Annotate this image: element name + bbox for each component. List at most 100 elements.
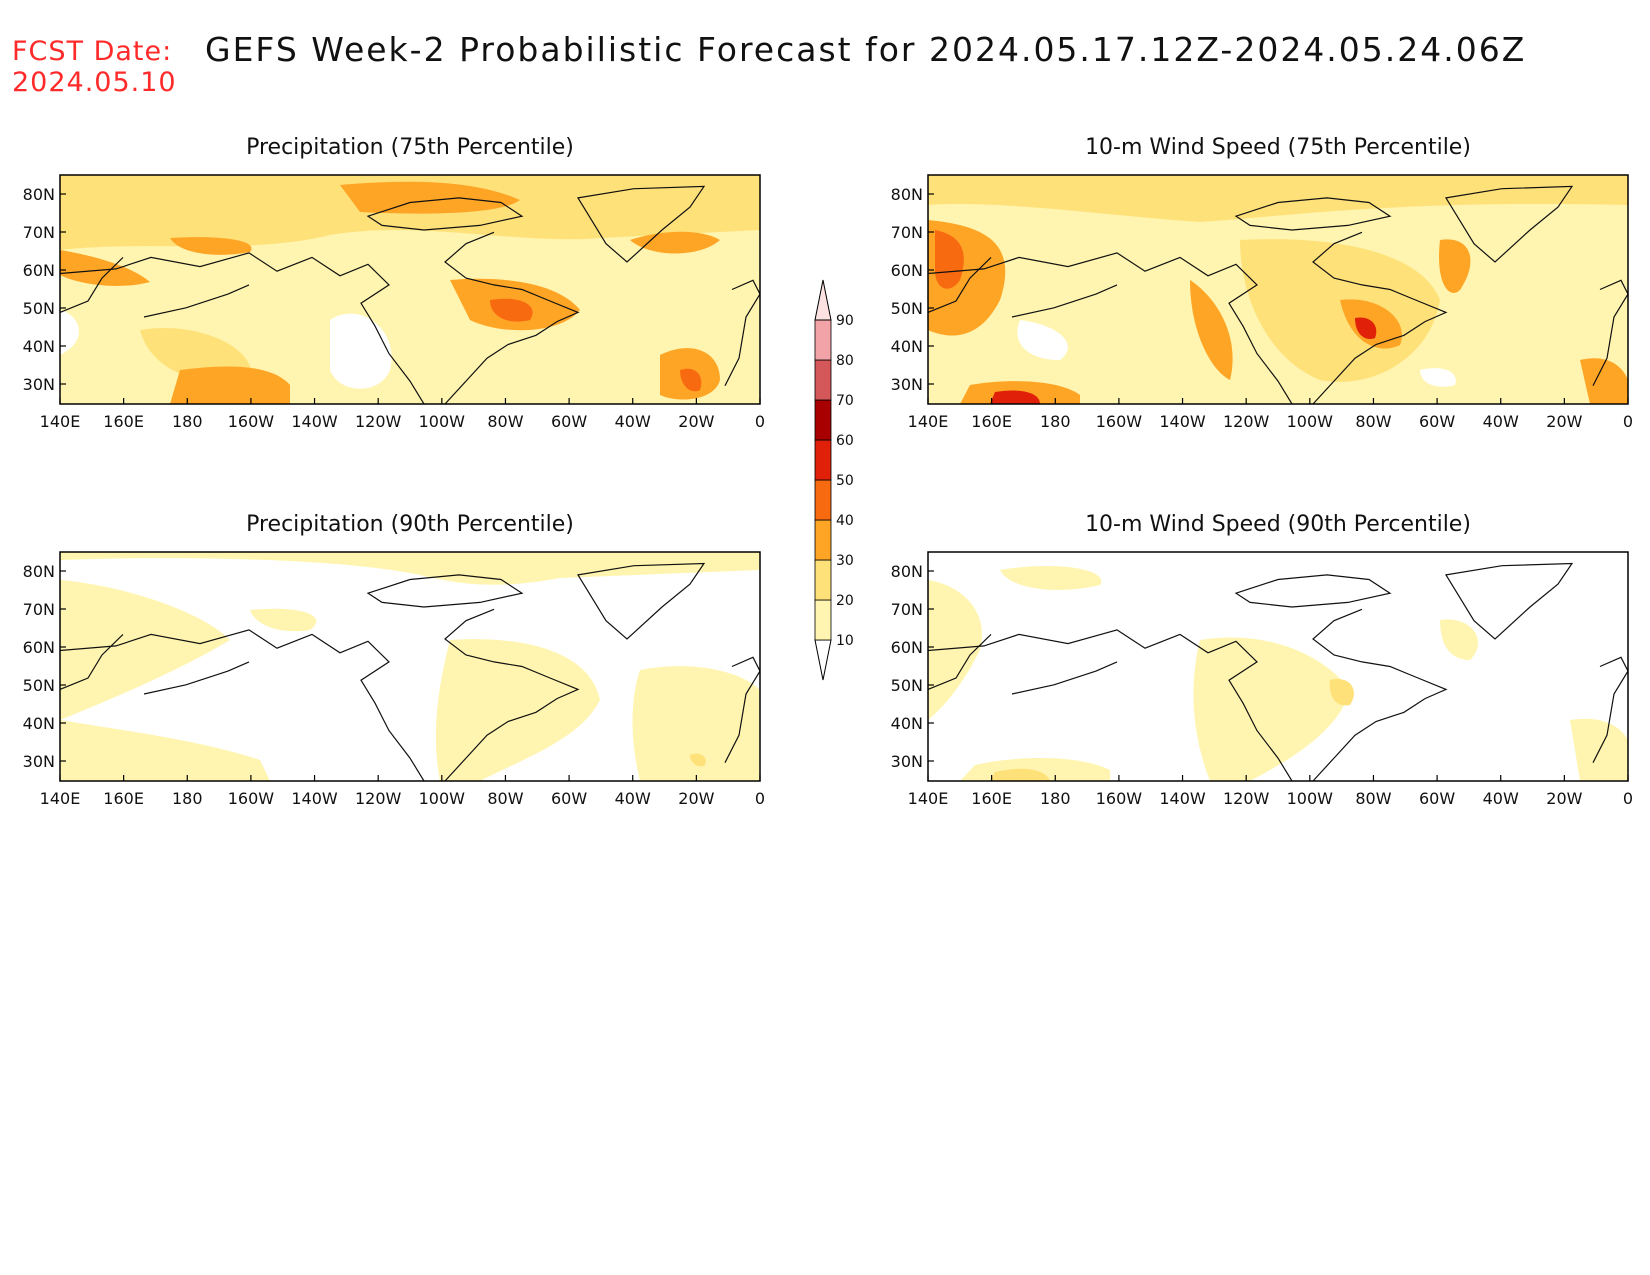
lon-tick-label: 160W	[228, 789, 275, 808]
lon-tick-label: 160E	[103, 789, 144, 808]
forecast-date: FCST Date: 2024.05.10	[12, 36, 177, 98]
lat-tick-label: 80N	[891, 185, 923, 204]
lat-tick-label: 50N	[23, 676, 55, 695]
page-title: GEFS Week-2 Probabilistic Forecast for 2…	[205, 30, 1527, 69]
panel-title-wind-90: 10-m Wind Speed (90th Percentile)	[1085, 512, 1471, 537]
panel-frame-precip-75	[59, 174, 761, 405]
colorbar-swatch	[814, 319, 832, 361]
lat-tick-label: 40N	[23, 337, 55, 356]
lon-tick-label: 160E	[103, 412, 144, 431]
lon-tick-label: 60W	[1419, 789, 1455, 808]
lon-tick-label: 180	[172, 412, 203, 431]
coastline-wind-90-3	[1445, 562, 1574, 640]
colorbar-label: 40	[836, 513, 854, 529]
lat-tick-label: 40N	[891, 714, 923, 733]
colorbar-label: 60	[836, 433, 854, 449]
panel-frame-precip-90	[59, 551, 761, 782]
coastline-wind-90-4	[1592, 656, 1628, 763]
lon-tick-label: 20W	[1546, 412, 1582, 431]
lon-tick-label: 80W	[1355, 412, 1391, 431]
colorbar: 10 20 30 40 50 60 70 80 90	[814, 279, 854, 681]
coastline-precip-90-5	[60, 633, 124, 690]
colorbar-label: 70	[836, 393, 854, 409]
coastline-wind-75-4	[1592, 279, 1628, 386]
lon-tick-label: 100W	[1287, 789, 1334, 808]
lon-tick-label: 40W	[615, 412, 651, 431]
coastline-precip-75-6	[143, 284, 250, 318]
lon-tick-label: 140W	[1159, 412, 1206, 431]
coastline-wind-75-6	[1011, 284, 1118, 318]
coastline-precip-90-0	[60, 629, 425, 781]
coastline-wind-75-1	[1312, 231, 1448, 404]
colorbar-upper-triangle	[814, 279, 832, 321]
coastline-wind-75-2	[1234, 197, 1392, 231]
lat-tick-label: 80N	[891, 562, 923, 581]
forecast-date-value: 2024.05.10	[12, 67, 177, 98]
panel-frame-wind-75	[927, 174, 1629, 405]
lat-tick-label: 40N	[891, 337, 923, 356]
panel-title-precip-75: Precipitation (75th Percentile)	[246, 135, 574, 160]
lat-tick-label: 60N	[891, 638, 923, 657]
panel-frame-wind-90	[927, 551, 1629, 782]
lat-tick-label: 30N	[891, 375, 923, 394]
colorbar-swatch	[814, 479, 832, 521]
coastline-precip-75-3	[577, 185, 706, 263]
lon-tick-label: 180	[172, 789, 203, 808]
lon-tick-label: 80W	[1355, 789, 1391, 808]
lon-tick-label: 160E	[971, 412, 1012, 431]
lon-tick-label: 20W	[1546, 789, 1582, 808]
wind-75-field	[928, 175, 1628, 404]
map-axes: 80N 70N 60N 50N 40N 30N 140E 160E 180 160W 140W 120…	[23, 174, 1633, 808]
lon-tick-label: 40W	[615, 789, 651, 808]
lon-tick-label: 100W	[419, 412, 466, 431]
coastline-wind-90-6	[1011, 661, 1118, 695]
lat-tick-label: 40N	[23, 714, 55, 733]
coastline-precip-75-2	[366, 197, 524, 231]
lon-tick-label: 120W	[1223, 789, 1270, 808]
forecast-date-label: FCST Date:	[12, 36, 173, 67]
lon-tick-label: 0	[1623, 789, 1633, 808]
lon-tick-label: 140W	[1159, 789, 1206, 808]
colorbar-swatch	[814, 439, 832, 481]
colorbar-label: 10	[836, 633, 854, 649]
coastline-precip-90-1	[444, 608, 580, 781]
coastline-wind-75-3	[1445, 185, 1574, 263]
map-panel-wind-75: 10-m Wind Speed (75th Percentile)	[928, 135, 1628, 404]
precip-90-field	[60, 552, 760, 781]
lon-tick-label: 40W	[1483, 412, 1519, 431]
coastline-precip-75-5	[60, 256, 124, 313]
lat-tick-label: 60N	[23, 638, 55, 657]
coastline-precip-75-1	[444, 231, 580, 404]
lat-tick-label: 50N	[891, 676, 923, 695]
map-panel-precip-75: Precipitation (75th Percentile)	[60, 135, 760, 404]
coastline-wind-75-5	[928, 256, 992, 313]
coastline-wind-90-1	[1312, 608, 1448, 781]
coastline-precip-90-3	[577, 562, 706, 640]
coastline-precip-90-6	[143, 661, 250, 695]
lon-tick-label: 140E	[908, 412, 949, 431]
lat-tick-label: 70N	[23, 600, 55, 619]
colorbar-label: 80	[836, 353, 854, 369]
colorbar-label: 50	[836, 473, 854, 489]
lon-tick-label: 120W	[355, 412, 402, 431]
lat-tick-label: 70N	[23, 223, 55, 242]
lat-tick-label: 30N	[23, 375, 55, 394]
lon-tick-label: 60W	[1419, 412, 1455, 431]
colorbar-swatch	[814, 559, 832, 601]
lon-tick-label: 140E	[40, 412, 81, 431]
lon-tick-label: 140E	[40, 789, 81, 808]
lon-tick-label: 160W	[1096, 789, 1143, 808]
lat-tick-label: 30N	[23, 752, 55, 771]
lon-tick-label: 140W	[291, 412, 338, 431]
map-panel-wind-90: 10-m Wind Speed (90th Percentile)	[928, 512, 1628, 781]
lat-tick-label: 30N	[891, 752, 923, 771]
wind-90-field	[928, 552, 1628, 781]
lon-tick-label: 60W	[551, 412, 587, 431]
coastline-precip-90-4	[724, 656, 760, 763]
panel-title-wind-75: 10-m Wind Speed (75th Percentile)	[1085, 135, 1471, 160]
map-panel-precip-90: Precipitation (90th Percentile)	[60, 512, 760, 781]
panel-title-precip-90: Precipitation (90th Percentile)	[246, 512, 574, 537]
coastlines	[60, 185, 1628, 781]
colorbar-swatch	[814, 519, 832, 561]
coastline-precip-75-0	[60, 252, 425, 404]
